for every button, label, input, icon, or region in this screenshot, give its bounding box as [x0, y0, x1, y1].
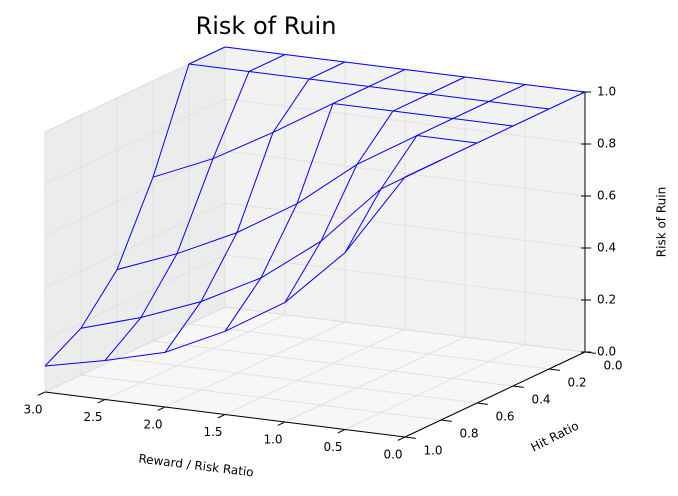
y-tick-label: 1.0: [423, 444, 442, 458]
x-tick-label: 3.0: [23, 403, 42, 417]
grid-line: [44, 98, 586, 185]
surface-line: [224, 69, 406, 332]
x-tick: [97, 399, 106, 404]
y-tick: [512, 385, 524, 388]
y-tick-label: 0.4: [531, 393, 550, 407]
grid-line: [44, 202, 586, 289]
y-tick-label: 0.0: [603, 359, 622, 373]
z-tick-label: 0.2: [597, 293, 616, 307]
x-tick-label: 1.0: [263, 433, 282, 447]
z-axis-label: Risk of Ruin: [655, 187, 669, 257]
x-tick: [337, 429, 346, 434]
x-tick-label: 0.5: [323, 440, 342, 454]
z-tick-label: 0.6: [597, 189, 616, 203]
surface-line: [284, 76, 466, 303]
chart-title: Risk of Ruin: [196, 12, 337, 40]
x-tick: [37, 391, 46, 396]
x-tick: [277, 421, 286, 426]
axis-line: [44, 391, 406, 438]
y-tick-label: 0.8: [459, 427, 478, 441]
grid-line: [44, 306, 586, 393]
z-tick-label: 0.4: [597, 241, 616, 255]
surface-line: [404, 91, 586, 178]
x-tick: [397, 436, 406, 441]
surface-line: [104, 54, 286, 361]
surface-line: [44, 46, 226, 367]
x-tick: [157, 406, 166, 411]
x-tick-label: 2.0: [143, 418, 162, 432]
z-tick-label: 1.0: [597, 85, 616, 99]
y-tick: [548, 368, 560, 371]
surface-line: [344, 84, 526, 253]
x-tick-label: 0.0: [383, 448, 402, 462]
y-tick-label: 0.2: [567, 376, 586, 390]
x-tick-label: 1.5: [203, 425, 222, 439]
y-tick: [476, 402, 488, 405]
axis-line: [404, 351, 586, 438]
x-tick: [217, 414, 226, 419]
y-tick: [404, 436, 416, 439]
z-tick-label: 0.8: [597, 137, 616, 151]
surface-line: [164, 61, 346, 353]
x-tick-label: 2.5: [83, 410, 102, 424]
y-tick-label: 0.6: [495, 410, 514, 424]
x-axis-label: Reward / Risk Ratio: [138, 451, 255, 479]
z-tick-label: 0.0: [597, 345, 616, 359]
y-axis-label: Hit Ratio: [529, 419, 581, 455]
y-tick: [440, 419, 452, 422]
grid-line: [44, 150, 586, 237]
